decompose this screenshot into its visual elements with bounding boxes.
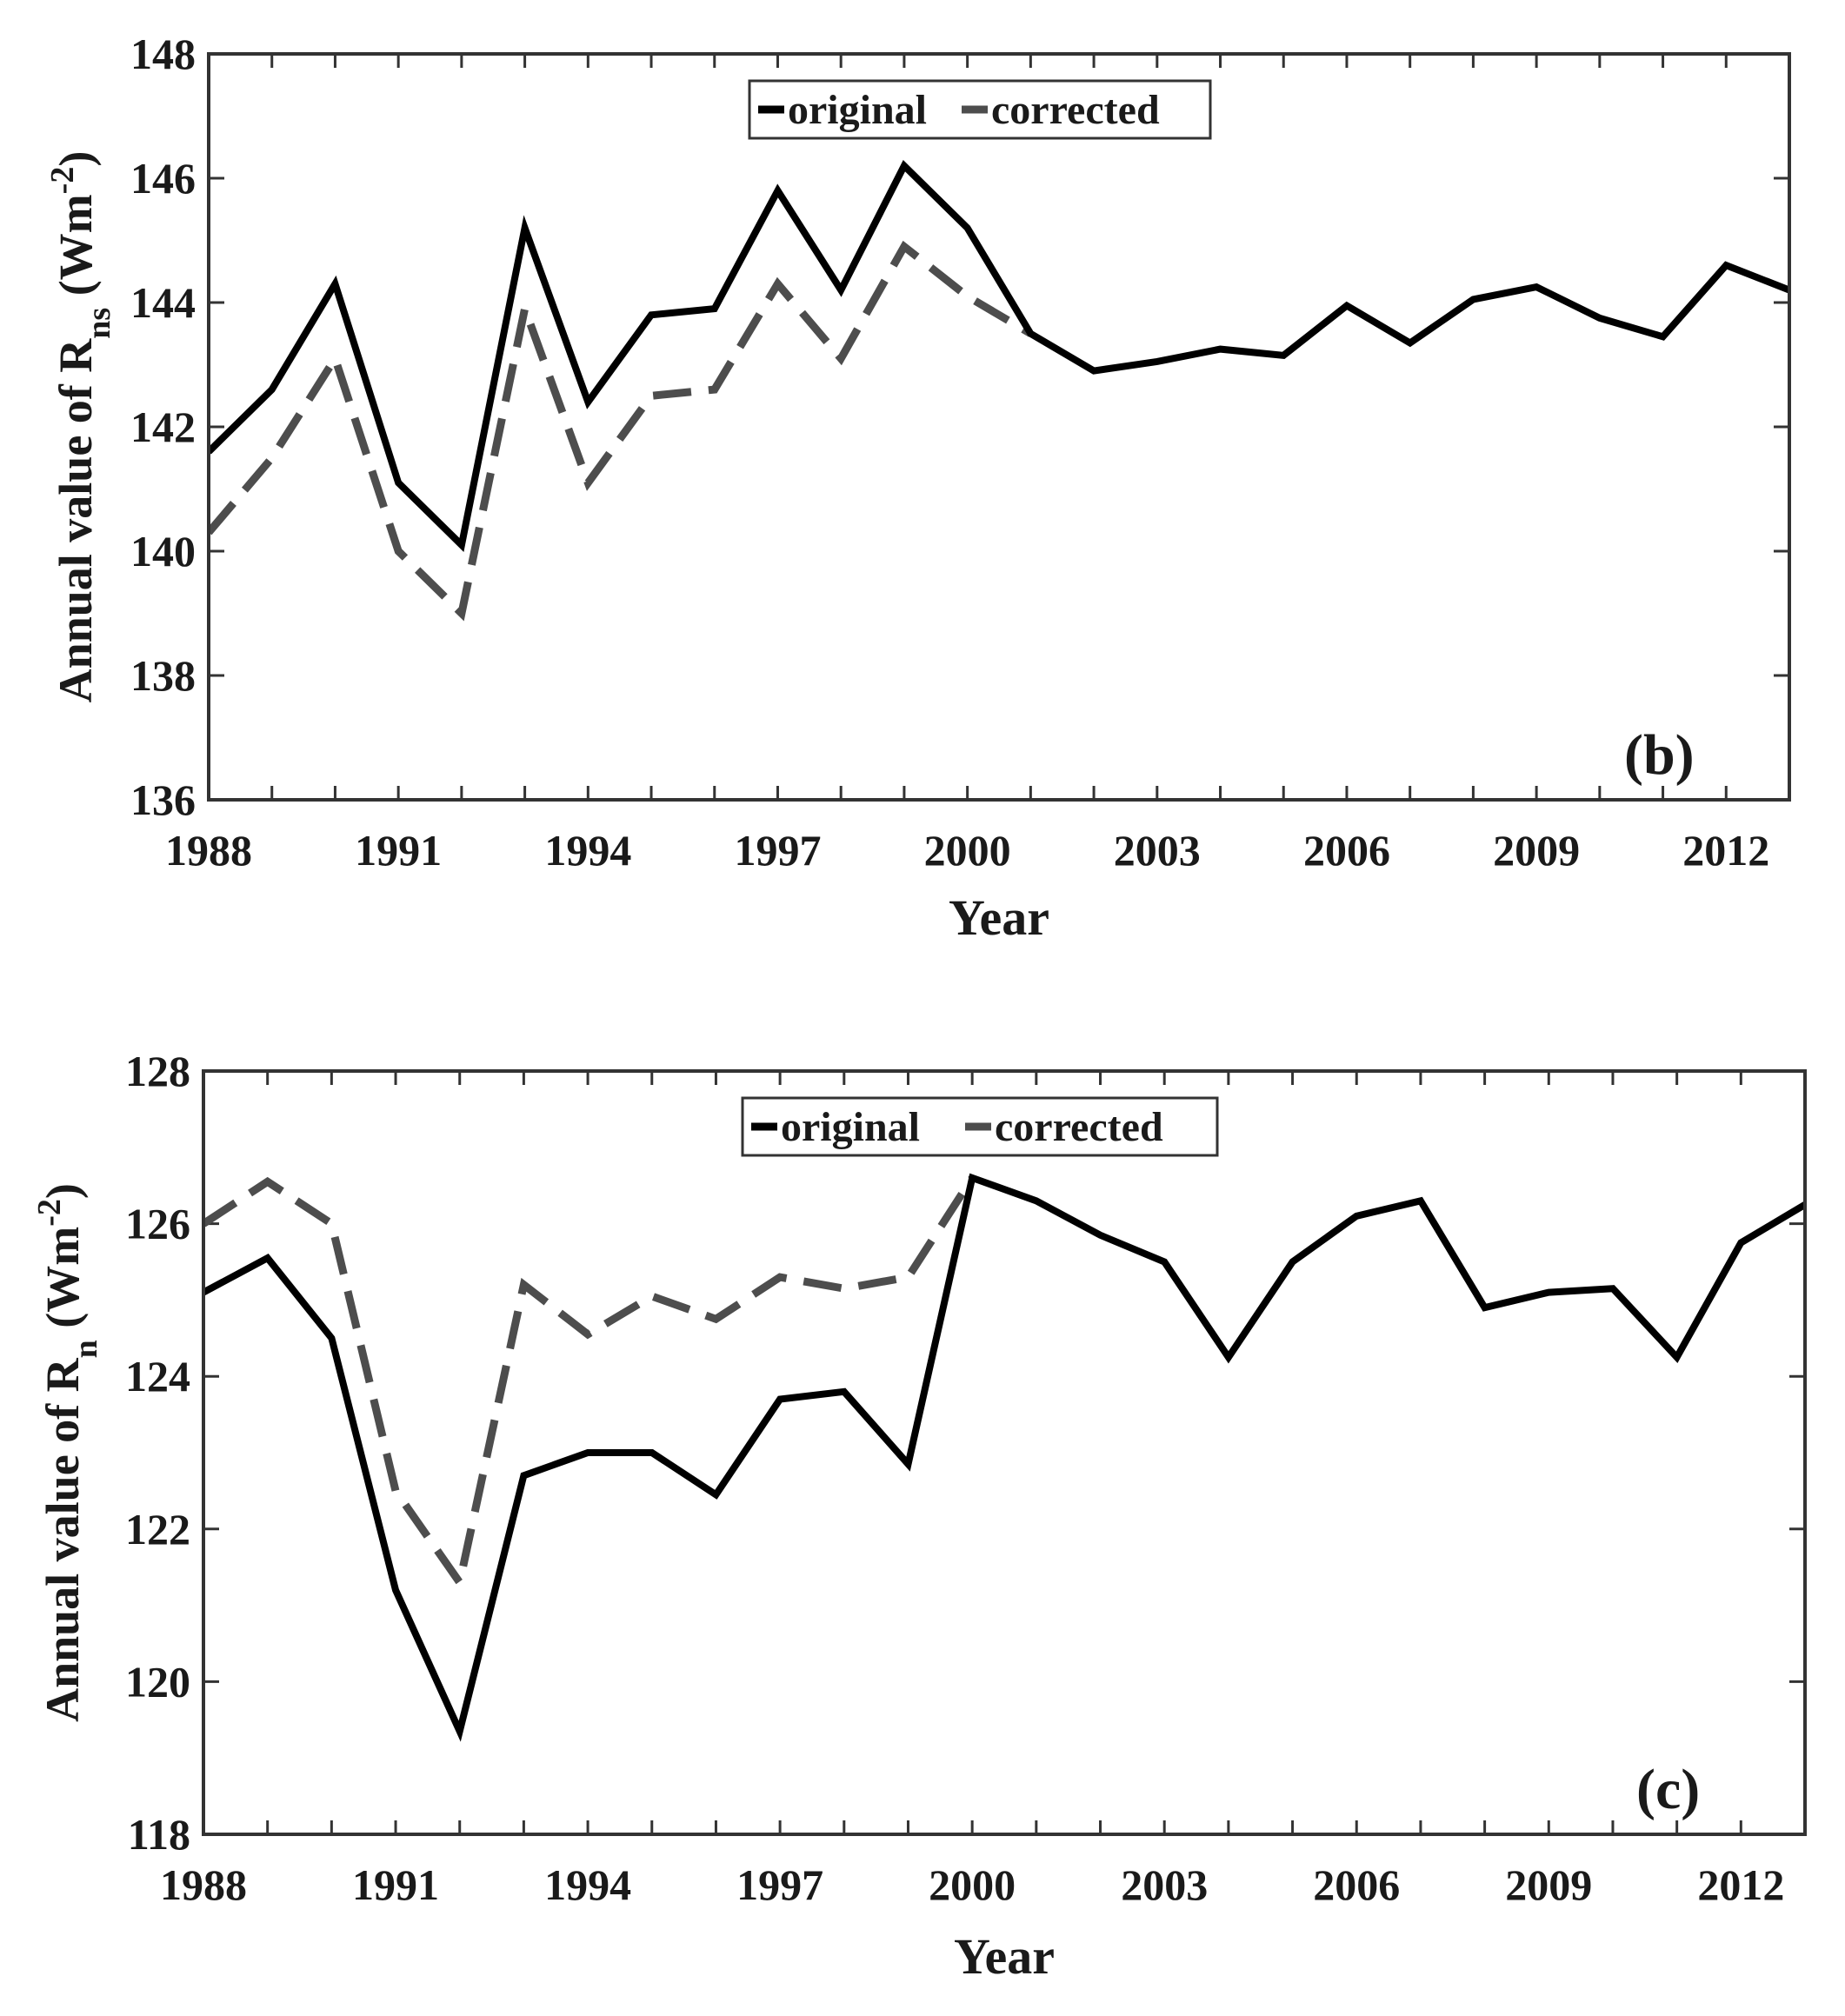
x-tick-label: 1997	[734, 826, 821, 875]
y-tick-label: 140	[130, 527, 196, 576]
x-tick-label: 1988	[160, 1860, 247, 1909]
x-axis-title: Year	[954, 1928, 1055, 1985]
y-tick-label: 142	[130, 403, 196, 451]
x-tick-label: 2006	[1313, 1860, 1400, 1909]
y-axis-title-superscript: -2	[44, 167, 81, 195]
y-axis-title-units-open: (Wm	[50, 194, 102, 307]
y-tick-labels: 136 138 140 142 144 146 148	[130, 30, 196, 824]
y-axis-title-superscript: -2	[31, 1199, 68, 1227]
x-tick-label: 2000	[929, 1860, 1016, 1909]
data-point-corrected	[331, 1223, 332, 1224]
tick-marks	[202, 1069, 1807, 1836]
data-point-corrected	[459, 1582, 460, 1583]
x-tick-labels: 1988 1991 1994 1997 2000 2003 2006 2009 2012	[165, 826, 1769, 875]
legend: original corrected	[741, 1096, 1219, 1157]
y-tick-label: 124	[125, 1352, 190, 1401]
x-tick-label: 2012	[1697, 1860, 1784, 1909]
y-axis-title-units-close: )	[50, 151, 102, 167]
chart-panel-c: 1988 1991 1994 1997 2000 2003 2006 2009 2012 118…	[31, 1047, 1807, 1985]
y-tick-label: 120	[125, 1657, 190, 1706]
data-point-corrected	[651, 1296, 652, 1297]
axes-frame	[207, 52, 1791, 802]
y-tick-label: 136	[130, 775, 196, 824]
panel-label-c: (c)	[1636, 1758, 1700, 1821]
x-tick-label: 1991	[352, 1860, 439, 1909]
data-point-corrected	[271, 457, 272, 458]
chart-panel-b: 1988 1991 1994 1997 2000 2003 2006 2009 2012 136…	[44, 30, 1791, 946]
x-axis-title: Year	[949, 889, 1049, 946]
y-tick-label: 138	[130, 651, 196, 700]
y-axis-title-subscript: n	[68, 1340, 104, 1358]
legend-label-corrected: corrected	[995, 1104, 1163, 1150]
x-tick-label: 2009	[1505, 1860, 1592, 1909]
legend-label-original: original	[788, 87, 927, 133]
data-point-corrected	[843, 1288, 844, 1289]
y-axis-title: Annual value of Rns (Wm-2)	[44, 151, 117, 703]
x-tick-label: 2003	[1114, 826, 1201, 875]
y-tick-label: 148	[130, 30, 196, 78]
series-line-original	[203, 1173, 1805, 1742]
y-tick-label: 144	[130, 278, 196, 327]
axes-frame	[202, 1069, 1807, 1836]
series-line-original	[209, 160, 1789, 552]
data-point-corrected	[908, 1277, 909, 1278]
y-axis-title-prefix: Annual value of R	[37, 1357, 89, 1722]
series-line-corrected	[203, 1175, 976, 1593]
y-tick-label: 128	[125, 1047, 190, 1095]
x-tick-label: 2000	[924, 826, 1011, 875]
y-axis-title-subscript: ns	[81, 308, 117, 339]
data-point-corrected	[335, 358, 336, 359]
y-tick-label: 126	[125, 1200, 190, 1248]
series-layer	[203, 1173, 1805, 1742]
y-axis-title-units-open: (Wm	[37, 1227, 89, 1340]
y-tick-label: 146	[130, 154, 196, 203]
x-tick-label: 1988	[165, 826, 252, 875]
panel-label-b: (b)	[1624, 723, 1695, 787]
x-tick-label: 2006	[1303, 826, 1390, 875]
y-axis-title-prefix: Annual value of R	[50, 338, 102, 703]
y-tick-label: 118	[128, 1810, 190, 1859]
tick-marks	[207, 52, 1791, 802]
x-tick-label: 1991	[355, 826, 442, 875]
x-tick-label: 2012	[1682, 826, 1769, 875]
x-tick-label: 2009	[1493, 826, 1580, 875]
series-layer	[209, 160, 1789, 622]
legend-label-original: original	[781, 1104, 920, 1150]
y-tick-labels: 118 120 122 124 126 128	[125, 1047, 190, 1859]
series-line-corrected	[209, 240, 1033, 622]
x-tick-labels: 1988 1991 1994 1997 2000 2003 2006 2009 2012	[160, 1860, 1784, 1909]
y-axis-title-units-close: )	[37, 1183, 89, 1199]
legend: original corrected	[748, 79, 1212, 140]
legend-label-corrected: corrected	[991, 87, 1160, 133]
y-axis-title: Annual value of Rn (Wm-2)	[31, 1183, 104, 1722]
y-tick-label: 122	[125, 1505, 190, 1554]
x-tick-label: 1994	[544, 1860, 631, 1909]
x-tick-label: 1994	[544, 826, 631, 875]
x-tick-label: 2003	[1121, 1860, 1208, 1909]
legend-box	[748, 79, 1212, 140]
x-tick-label: 1997	[736, 1860, 823, 1909]
